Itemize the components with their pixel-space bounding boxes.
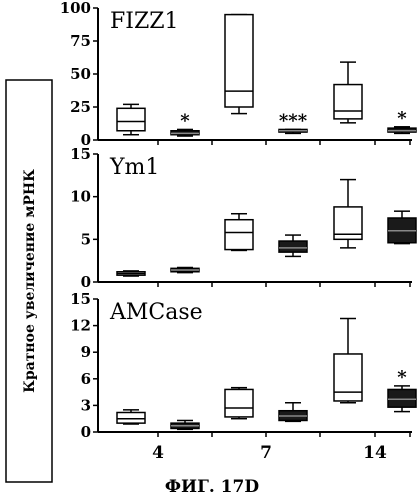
box-open-7 (225, 15, 253, 114)
x-tick-label: 4 (152, 443, 164, 463)
box-open-14 (334, 180, 362, 248)
box-iqr (225, 15, 253, 107)
box-iqr (334, 85, 362, 119)
y-tick-label: 0 (81, 273, 91, 291)
x-tick-label: 7 (260, 443, 272, 463)
box-iqr (117, 412, 145, 423)
significance-mark: * (180, 110, 190, 131)
box-iqr (334, 354, 362, 401)
box-filled-4: * (171, 110, 199, 136)
box-iqr (279, 241, 307, 252)
y-tick-label: 25 (70, 98, 91, 116)
box-filled-14: * (388, 367, 416, 412)
box-open-14 (334, 319, 362, 403)
significance-mark: *** (279, 110, 308, 131)
box-filled-7 (279, 403, 307, 422)
significance-mark: * (397, 367, 407, 388)
panel-amcase: 0 3 6 9 12 15 AMCase * (70, 290, 416, 441)
y-tick-label: 100 (60, 0, 91, 17)
y-tick-label: 9 (81, 343, 91, 361)
box-filled-4 (171, 267, 199, 272)
box-open-4 (117, 410, 145, 424)
y-tick-label: 10 (70, 188, 91, 206)
box-iqr (388, 389, 416, 407)
y-tick-label: 15 (70, 290, 91, 308)
y-axis-label: Кратное увеличение мРНК (22, 169, 38, 393)
y-tick-label: 75 (70, 32, 91, 50)
box-open-4 (117, 104, 145, 134)
panel-title: Ym1 (109, 155, 159, 180)
y-tick-label: 5 (81, 230, 91, 248)
panel-title: AMCase (109, 300, 203, 325)
significance-mark: * (397, 108, 407, 129)
y-axis-label-box: Кратное увеличение мРНК (6, 80, 52, 482)
box-filled-14 (388, 211, 416, 243)
y-tick-label: 0 (81, 423, 91, 441)
box-open-4 (117, 271, 145, 276)
panel-fizz1: 0255075100FIZZ1***** (60, 0, 416, 149)
box-iqr (117, 108, 145, 130)
panel-ym1: 0 5 10 15 Ym1 (70, 145, 416, 291)
box-filled-7 (279, 235, 307, 256)
box-open-14 (334, 62, 362, 123)
y-tick-label: 12 (70, 317, 91, 335)
box-filled-4 (171, 420, 199, 429)
box-iqr (225, 220, 253, 250)
box-filled-7: *** (279, 110, 308, 133)
panel-title: FIZZ1 (110, 9, 179, 34)
y-tick-label: 50 (70, 65, 91, 83)
figure-caption: ФИГ. 17D (165, 477, 259, 497)
x-tick-label: 14 (363, 443, 387, 463)
box-open-7 (225, 388, 253, 419)
box-filled-14: * (388, 108, 416, 134)
y-tick-label: 15 (70, 145, 91, 163)
y-tick-label: 3 (81, 396, 91, 414)
box-iqr (225, 389, 253, 416)
box-open-7 (225, 214, 253, 251)
y-tick-label: 6 (81, 370, 91, 388)
